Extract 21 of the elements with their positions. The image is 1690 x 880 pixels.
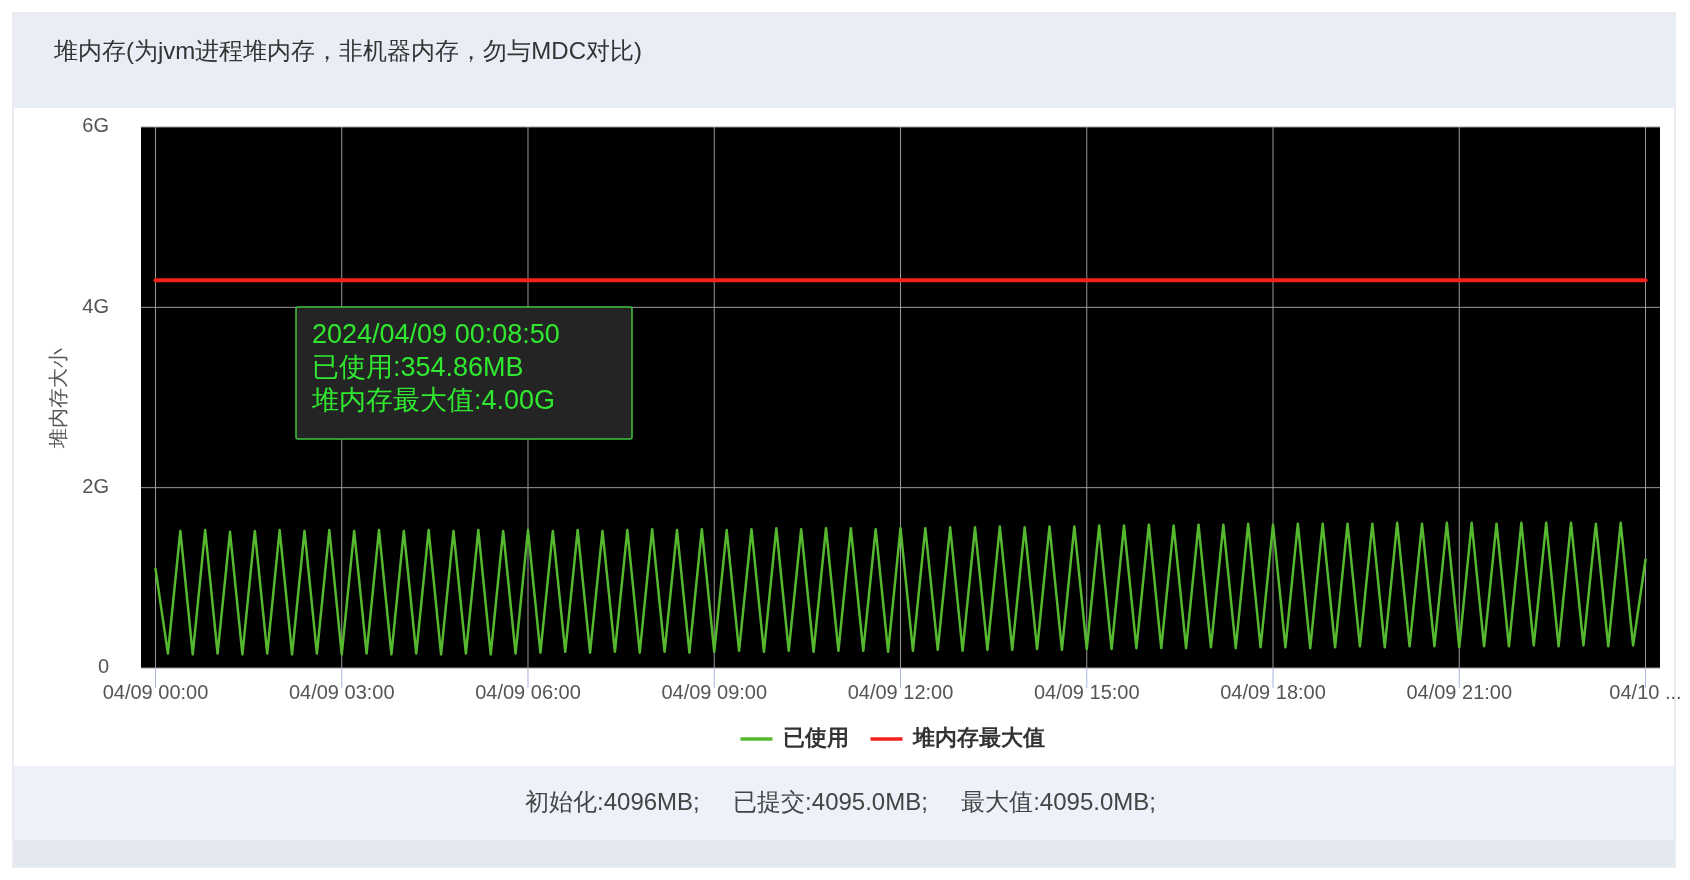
y-axis-title: 堆内存大小 — [47, 347, 70, 449]
x-tick-label: 04/09 15:00 — [1033, 681, 1140, 703]
x-tick-label: 04/09 03:00 — [288, 681, 395, 703]
y-tick-label: 0 — [97, 655, 109, 678]
x-tick-label: 04/09 06:00 — [475, 681, 581, 703]
line-series — [154, 521, 1647, 656]
x-tick-label: 04/09 09:00 — [661, 681, 768, 703]
x-tick-label: 04/09 21:00 — [1406, 681, 1513, 703]
y-tick-label: 2G — [82, 474, 109, 497]
annotation: 2024/04/09 00:08:50 已使用:354.86MB 堆内存最大值:4.00G — [311, 319, 560, 415]
x-tick-label: 04/09 12:00 — [847, 681, 954, 703]
tooltip: 2024/04/09 00:08:50 已使用:354.86MB 堆内存最大值:4.00G — [295, 306, 633, 440]
legend-label: 堆内存最大值 — [911, 724, 1045, 750]
y-tick-label: 6G — [82, 114, 109, 137]
text: 初始化:4096MB; 已提交:4095.0MB; 最大值:4095.0MB; — [525, 788, 1156, 816]
legend-label: 已使用 — [782, 724, 849, 750]
y-tick-label: 4G — [82, 294, 109, 317]
x-tick-label: 04/09 00:00 — [102, 681, 209, 703]
x-tick-label: 04/09 18:00 — [1220, 681, 1326, 703]
chart-title: 堆内存(为jvm进程堆内存，非机器内存，勿与MDC对比) — [53, 37, 642, 65]
x-tick-label: 04/10 ... — [1609, 681, 1682, 703]
